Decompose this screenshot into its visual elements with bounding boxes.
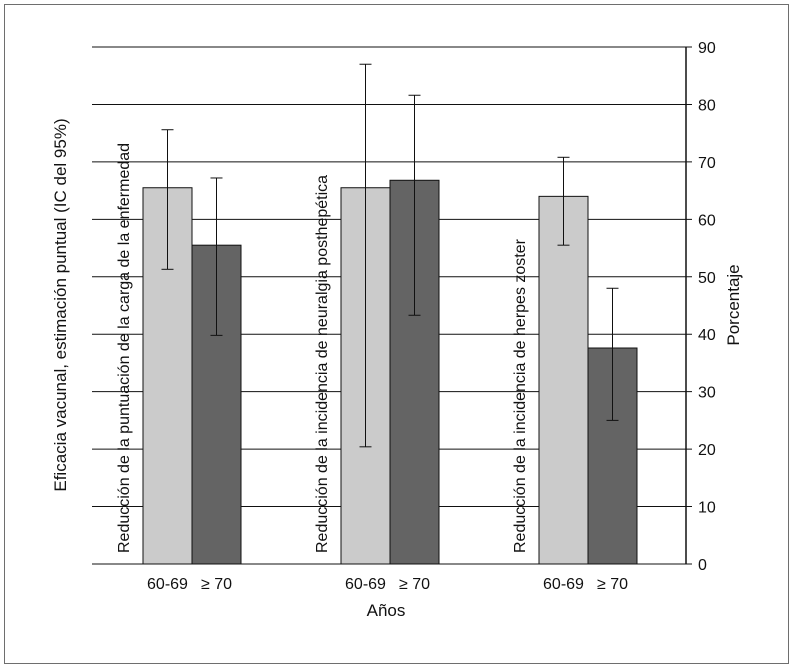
y-axis-label-left: Eficacia vacunal, estimación puntual (IC… [51, 118, 70, 491]
y-tick-label: 0 [698, 557, 707, 574]
group-label: Reducción de la incidencia de herpes zos… [512, 238, 529, 553]
group-label: Reducción de la incidencia de neuralgia … [314, 175, 331, 553]
y-tick-label: 60 [698, 212, 716, 229]
y-tick-label: 90 [698, 40, 716, 57]
y-tick-label: 50 [698, 270, 716, 287]
y-tick-label: 10 [698, 500, 716, 517]
bar [538, 195, 589, 565]
y-tick-label: 70 [698, 155, 716, 172]
x-tick-labels: 60-69 ≥ 70 60-69 ≥ 70 60-69 ≥ 70 [147, 576, 628, 593]
error-bars [161, 63, 619, 448]
group-label: Reducción de la puntuación de la carga d… [116, 143, 133, 553]
x-tick-label: 60-69 [147, 576, 188, 593]
x-tick-label: ≥ 70 [201, 576, 232, 593]
bars [142, 179, 638, 565]
group-labels: Reducción de la puntuación de la carga d… [116, 143, 529, 553]
y-tick-label: 40 [698, 327, 716, 344]
y-tick-label: 80 [698, 97, 716, 114]
x-tick-label: 60-69 [543, 576, 584, 593]
y-tick-label: 30 [698, 385, 716, 402]
y-tick-labels: 0 10 20 30 40 50 60 70 80 90 [698, 40, 716, 574]
y-tick-label: 20 [698, 442, 716, 459]
x-tick-label: ≥ 70 [399, 576, 430, 593]
x-axis-label: Años [367, 601, 406, 620]
y-axis-label-right: Porcentaje [724, 264, 743, 345]
x-tick-label: ≥ 70 [597, 576, 628, 593]
figure-frame [4, 4, 789, 664]
x-tick-label: 60-69 [345, 576, 386, 593]
